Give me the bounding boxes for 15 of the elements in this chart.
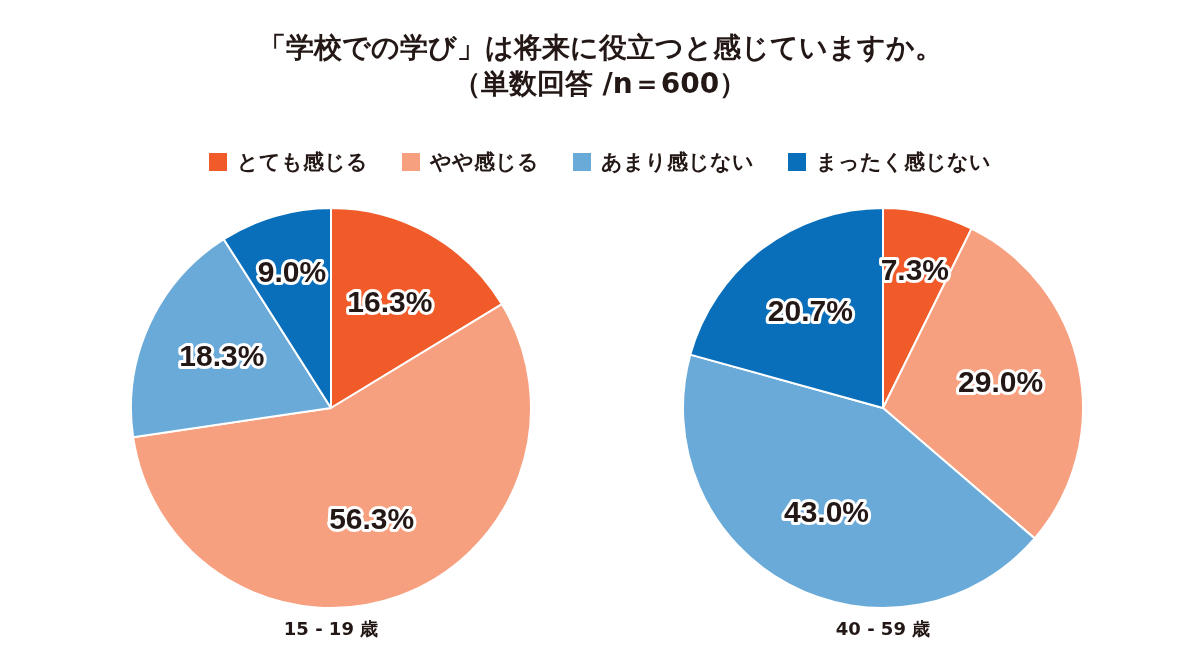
chart-subtitle: （単数回答 /n＝600） xyxy=(451,66,749,102)
legend-label: あまり感じない xyxy=(601,149,754,176)
data-label: 56.3% xyxy=(329,502,415,536)
chart-title: 「学校での学び」は将来に役立つと感じていますか。 xyxy=(256,30,944,66)
legend-label: とても感じる xyxy=(237,149,368,176)
data-label: 29.0% xyxy=(958,365,1044,399)
data-label: 18.3% xyxy=(179,339,265,373)
data-label: 20.7% xyxy=(767,293,853,327)
data-label: 43.0% xyxy=(783,495,870,529)
data-label: 16.3% xyxy=(347,284,433,318)
legend-label: やや感じる xyxy=(430,149,539,176)
legend-label: まったく感じない xyxy=(816,149,991,176)
data-label: 9.0% xyxy=(257,254,327,288)
text: 40 - 59 歳 xyxy=(834,617,932,641)
text: 15 - 19 歳 xyxy=(282,617,380,641)
